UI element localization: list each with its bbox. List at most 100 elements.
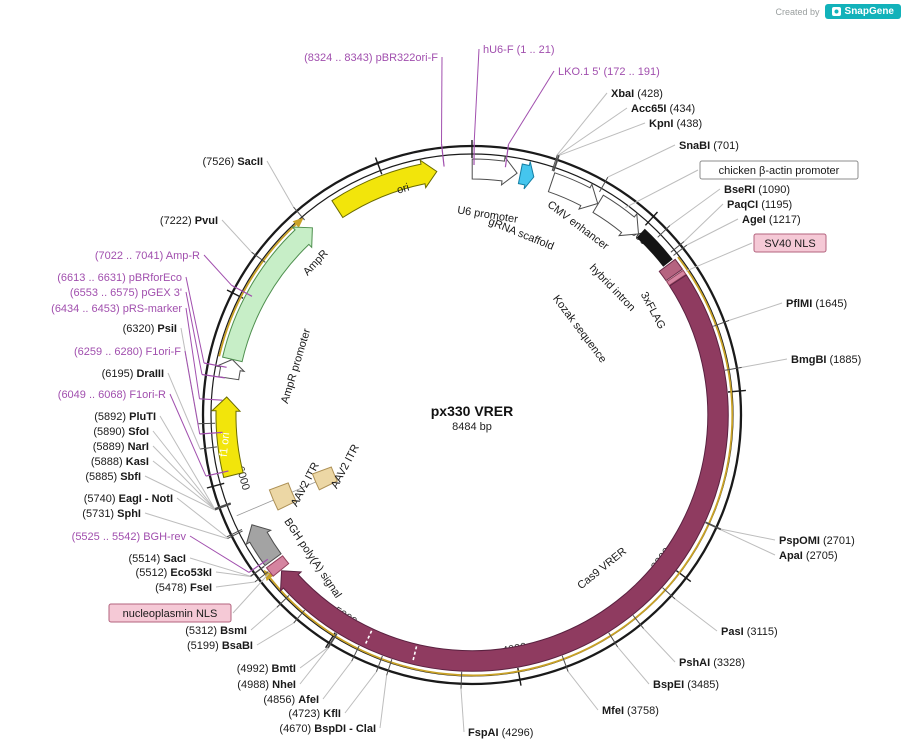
- feature-aav2-itr[interactable]: [268, 482, 297, 511]
- feature-cmv-enhancer[interactable]: [547, 172, 599, 210]
- feature-ampr[interactable]: [221, 226, 313, 363]
- site-tick-kfli: [375, 655, 383, 672]
- feature-label-hybrid-intron[interactable]: hybrid intron: [587, 262, 638, 314]
- enzyme-label-acc65i[interactable]: Acc65I (434): [631, 103, 695, 115]
- enzyme-label-draiii[interactable]: (6195) DraIII: [102, 368, 164, 380]
- site-tick-agei: [673, 244, 688, 256]
- enzyme-label-pasi[interactable]: PasI (3115): [721, 626, 778, 638]
- scale-tick-6000: [206, 482, 225, 489]
- enzyme-label-pluti[interactable]: (5892) PluTI: [94, 411, 156, 423]
- enzyme-label-xbai[interactable]: XbaI (428): [611, 88, 663, 100]
- primer-label-f1ori-f[interactable]: (6259 .. 6280) F1ori-F: [74, 346, 181, 358]
- feature-chicken-actin-promoter[interactable]: [592, 194, 640, 237]
- primer-label-bgh-rev[interactable]: (5525 .. 5542) BGH-rev: [72, 531, 187, 543]
- enzyme-label-bsmi[interactable]: (5312) BsmI: [185, 625, 247, 637]
- primer-label-lko-1-5[interactable]: LKO.1 5' (172 .. 191): [558, 66, 660, 78]
- feature-label-cas9-vrer[interactable]: Cas9 VRER: [575, 545, 629, 592]
- callout-leader-sv40-nls: [685, 242, 753, 272]
- enzyme-label-bseri[interactable]: BseRI (1090): [724, 184, 790, 196]
- enzyme-label-sacii[interactable]: (7526) SacII: [202, 156, 263, 168]
- enzyme-label-snabi[interactable]: SnaBI (701): [679, 140, 739, 152]
- enzyme-label-bmti[interactable]: (4992) BmtI: [237, 663, 296, 675]
- feature-label-f1-ori[interactable]: f1 ori: [218, 432, 232, 458]
- feature-cas9-vrer[interactable]: [279, 274, 729, 672]
- enzyme-label-bmgbi[interactable]: BmgBI (1885): [791, 354, 861, 366]
- enzyme-label-pshai[interactable]: PshAI (3328): [679, 657, 745, 669]
- scale-tick-1000: [644, 211, 659, 226]
- enzyme-label-kasi[interactable]: (5888) KasI: [91, 456, 149, 468]
- enzyme-label-fsei[interactable]: (5478) FseI: [155, 582, 212, 594]
- enzyme-label-bsabi[interactable]: (5199) BsaBI: [187, 640, 253, 652]
- feature-hybrid-intron[interactable]: [636, 228, 673, 267]
- feature-aav2-itr[interactable]: [311, 466, 338, 491]
- enzyme-label-eagi-noti[interactable]: (5740) EagI - NotI: [84, 493, 173, 505]
- enzyme-label-pvui[interactable]: (7222) PvuI: [160, 215, 218, 227]
- feature-bgh-poly-a-signal[interactable]: [245, 524, 282, 567]
- site-tick-draiii: [200, 446, 218, 450]
- enzyme-label-bspdi-clai[interactable]: (4670) BspDI - ClaI: [279, 723, 376, 735]
- feature-nucleoplasmin-nls[interactable]: [265, 555, 290, 577]
- callout-box-chicken-actin-promoter[interactable]: [699, 160, 859, 180]
- enzyme-label-pspomi[interactable]: PspOMI (2701): [779, 535, 855, 547]
- callout-box-sv40-nls[interactable]: [753, 233, 827, 253]
- feature-3xflag[interactable]: [658, 258, 684, 282]
- feature-label-grna-scaffold[interactable]: gRNA scaffold: [487, 216, 556, 253]
- feature-label-ampr-promoter[interactable]: AmpR promoter: [279, 327, 313, 405]
- feature-f1-ori[interactable]: [210, 396, 244, 479]
- enzyme-label-afei[interactable]: (4856) AfeI: [263, 694, 319, 706]
- site-tick-pspomi: [705, 521, 722, 530]
- snapgene-logo[interactable]: SnapGene: [824, 4, 901, 19]
- enzyme-label-sfoi[interactable]: (5890) SfoI: [93, 426, 149, 438]
- primer-label-amp-r[interactable]: (7022 .. 7041) Amp-R: [95, 250, 200, 262]
- callout-leader-chicken-actin-promoter: [625, 169, 699, 209]
- enzyme-label-mfei[interactable]: MfeI (3758): [602, 705, 659, 717]
- feature-label-3xflag[interactable]: 3xFLAG: [638, 290, 668, 331]
- site-tick-xbai: [551, 154, 558, 171]
- primer-label-prs-marker[interactable]: (6434 .. 6453) pRS-marker: [51, 303, 182, 315]
- feature-grna-scaffold[interactable]: [517, 161, 535, 190]
- enzyme-label-fspai[interactable]: FspAI (4296): [468, 727, 533, 739]
- enzyme-label-apai[interactable]: ApaI (2705): [779, 550, 838, 562]
- site-tick-pasi: [662, 587, 676, 600]
- site-tick-fsei: [254, 571, 269, 583]
- primer-label-pgex-3[interactable]: (6553 .. 6575) pGEX 3': [70, 287, 182, 299]
- primer-label-pbr322ori-f[interactable]: (8324 .. 8343) pBR322ori-F: [304, 52, 438, 64]
- callout-box-nucleoplasmin-nls[interactable]: [108, 603, 232, 623]
- enzyme-label-sphi[interactable]: (5731) SphI: [82, 508, 141, 520]
- leader-mfei: [567, 671, 599, 711]
- leader-eagi-noti: [176, 497, 228, 538]
- primer-label-hu6-f[interactable]: hU6-F (1 .. 21): [483, 44, 555, 56]
- feature-sv40-nls[interactable]: [666, 269, 687, 287]
- primer-leader-bgh-rev: [189, 535, 250, 573]
- enzyme-label-pflmi[interactable]: PflMI (1645): [786, 298, 847, 310]
- enzyme-label-kpni[interactable]: KpnI (438): [649, 118, 702, 130]
- enzyme-label-nhei[interactable]: (4988) NheI: [237, 679, 296, 691]
- primer-label-f1ori-r[interactable]: (6049 .. 6068) F1ori-R: [58, 389, 166, 401]
- feature-label-ampr[interactable]: AmpR: [301, 248, 331, 279]
- site-tick-bmti: [327, 633, 337, 649]
- orf-arc-1[interactable]: [269, 256, 734, 677]
- site-tick-sacii: [293, 206, 305, 221]
- enzyme-label-nari[interactable]: (5889) NarI: [93, 441, 149, 453]
- enzyme-label-paqci[interactable]: PaqCI (1195): [727, 199, 792, 211]
- feature-label-kozak-sequence[interactable]: Kozak sequence: [550, 293, 609, 365]
- enzyme-label-eco53ki[interactable]: (5512) Eco53kI: [136, 567, 212, 579]
- enzyme-label-sbfi[interactable]: (5885) SbfI: [85, 471, 141, 483]
- primer-leader-amp-r: [203, 254, 233, 286]
- feature-label-aav2-itr[interactable]: AAV2 ITR: [329, 442, 362, 490]
- leader-paqci: [683, 203, 724, 242]
- enzyme-label-bspei[interactable]: BspEI (3485): [653, 679, 719, 691]
- feature-label-ori[interactable]: ori: [396, 182, 411, 197]
- primer-label-pbrforeco[interactable]: (6613 .. 6631) pBRforEco: [57, 272, 182, 284]
- site-tick-pflmi: [713, 319, 730, 327]
- feature-ori[interactable]: [331, 159, 438, 219]
- leader-bsabi: [256, 622, 294, 646]
- feature-u6-promoter[interactable]: [471, 155, 518, 187]
- feature-ampr-promoter[interactable]: [214, 358, 246, 381]
- site-tick-eagi-noti: [226, 528, 243, 538]
- enzyme-label-agei[interactable]: AgeI (1217): [742, 214, 801, 226]
- enzyme-label-kfli[interactable]: (4723) KflI: [288, 708, 341, 720]
- orf-arc-2[interactable]: [218, 223, 297, 357]
- enzyme-label-psii[interactable]: (6320) PsiI: [123, 323, 177, 335]
- enzyme-label-saci[interactable]: (5514) SacI: [129, 553, 187, 565]
